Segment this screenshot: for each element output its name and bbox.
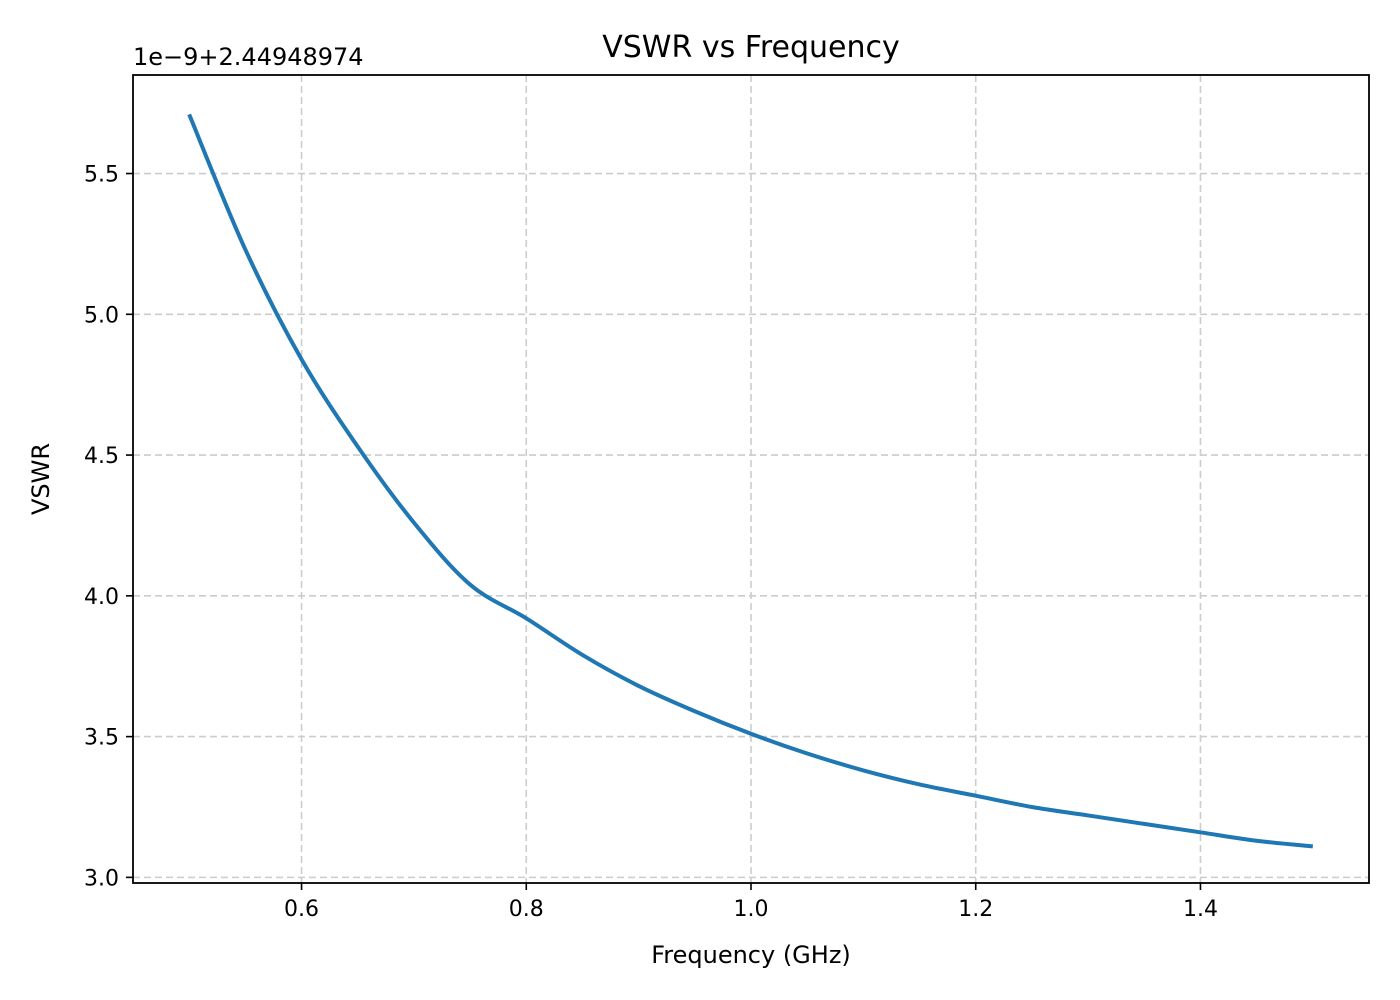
x-axis-label: Frequency (GHz) [651,941,851,969]
y-tick-label: 3.5 [84,726,119,751]
y-tick-label: 5.5 [84,163,119,188]
grid-layer [133,75,1369,883]
y-tick-label: 4.5 [84,444,119,469]
x-tick-label: 0.8 [509,897,544,922]
y-tick-label: 4.0 [84,585,119,610]
y-tick-label: 3.0 [84,866,119,891]
series-layer [187,113,1314,849]
x-tick-label: 1.0 [734,897,769,922]
vswr-series-line [187,113,1314,849]
ticks-layer: 0.6 0.8 1.0 1.2 1.4 3.0 3.5 4.0 4.5 5.0 5.5 [84,163,1218,922]
chart-title: VSWR vs Frequency [602,30,900,65]
y-axis-label: VSWR [27,443,55,515]
y-offset-label: 1e−9+2.44948974 [133,43,364,71]
x-tick-label: 1.2 [958,897,993,922]
x-tick-label: 0.6 [284,897,319,922]
x-tick-label: 1.4 [1183,897,1218,922]
y-tick-label: 5.0 [84,303,119,328]
